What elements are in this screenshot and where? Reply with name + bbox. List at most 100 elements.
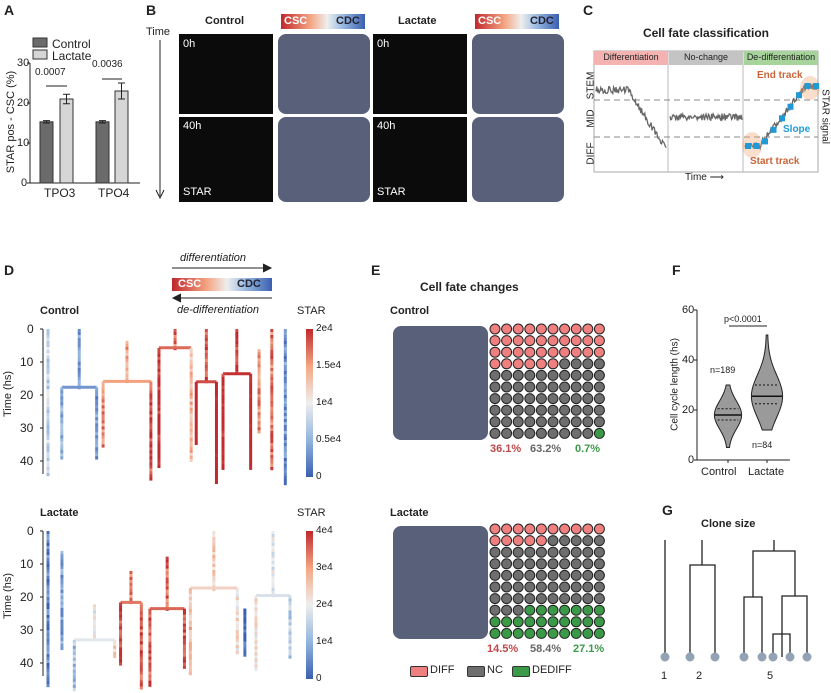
lineage-segment: [46, 362, 50, 366]
lineage-segment: [188, 672, 192, 676]
lineage-segment: [139, 623, 143, 627]
clone-cell-dot: [685, 652, 695, 662]
lineage-segment: [283, 344, 287, 348]
lineage-segment: [93, 607, 97, 611]
lineage-segment: [235, 639, 239, 643]
lineage-segment: [235, 645, 239, 649]
lineage-segment: [139, 632, 143, 636]
lineage-segment: [254, 619, 258, 623]
lineage-segment: [283, 365, 287, 369]
lineage-segment: [182, 623, 186, 627]
lineage-segment: [46, 380, 50, 384]
lineage-segment: [235, 356, 239, 360]
lineage-segment: [235, 627, 239, 631]
waffle-dot-nc: [593, 569, 605, 581]
lineage-segment: [139, 665, 143, 669]
lineage-segment: [119, 644, 123, 648]
lineage-segment: [149, 402, 153, 406]
lineage-segment: [125, 346, 129, 351]
lineage-segment: [270, 467, 274, 471]
lineage-segment: [257, 418, 261, 422]
lineage-segment: [95, 444, 99, 448]
lineage-segment: [60, 420, 64, 424]
lineage-segment: [257, 349, 261, 353]
lineage-segment: [243, 647, 247, 651]
lineage-segment: [254, 652, 258, 656]
lineage-segment: [283, 347, 287, 351]
lineage-segment: [157, 386, 161, 391]
lineage-segment: [212, 546, 216, 550]
lineage-segment: [249, 433, 253, 437]
waffle-dot-diff: [593, 335, 605, 347]
lineage-segment: [148, 632, 152, 636]
lineage-segment: [257, 400, 261, 404]
lineage-segment: [270, 425, 274, 429]
waffle-dot-diff: [524, 535, 536, 547]
lineage-segment: [243, 638, 247, 642]
lineage-segment: [95, 432, 99, 436]
lineage-segment: [46, 642, 50, 646]
lineage-segment: [188, 594, 192, 598]
lineage-segment: [60, 408, 64, 412]
lineage-segment: [235, 347, 239, 351]
lineage-segment: [188, 612, 192, 616]
f-n-lactate: n=84: [752, 440, 773, 450]
lineage-segment: [60, 574, 64, 579]
lineage-segment: [93, 619, 97, 623]
lineage-segment: [189, 380, 193, 385]
lineage-segment: [148, 614, 152, 618]
waffle-dot-nc: [593, 535, 605, 547]
lineage-segment: [243, 611, 247, 615]
lineage-segment: [157, 383, 161, 388]
lineage-segment: [254, 655, 258, 659]
lineage-segment: [125, 358, 129, 363]
waffle-dot-diff: [512, 346, 524, 358]
lineage-segment: [60, 559, 64, 564]
waffle-dot-nc: [524, 593, 536, 605]
lineage-segment: [148, 626, 152, 630]
d-ytick-label: 10: [20, 557, 34, 571]
lineage-segment: [139, 659, 143, 663]
waffle-dot-nc: [501, 593, 513, 605]
waffle-dot-dediff: [570, 627, 582, 639]
lineage-segment: [101, 429, 105, 433]
lineage-segment: [95, 426, 99, 430]
waffle-dot-diff: [570, 323, 582, 335]
lactate-0h-render: [472, 34, 564, 114]
lineage-segment: [204, 356, 208, 360]
lineage-segment: [254, 607, 258, 611]
lineage-segment: [249, 442, 253, 446]
lineage-segment: [119, 605, 123, 609]
lineage-segment: [46, 633, 50, 637]
lineage-segment: [46, 443, 50, 447]
star-signal-label: STAR signal: [819, 89, 831, 144]
lineage-segment: [288, 604, 292, 608]
lineage-segment: [72, 663, 76, 668]
lineage-segment: [95, 438, 99, 442]
lineage-segment: [139, 653, 143, 657]
lineage-segment: [243, 629, 247, 633]
lineage-segment: [119, 650, 123, 654]
lineage-segment: [46, 591, 50, 595]
lineage-segment: [249, 439, 253, 443]
lineage-segment: [212, 540, 216, 544]
lineage-segment: [139, 647, 143, 651]
lineage-segment: [60, 625, 64, 630]
lineage-segment: [283, 368, 287, 372]
waffle-dot-nc: [570, 593, 582, 605]
slope-marker: [787, 103, 794, 110]
waffle-dot-nc: [559, 369, 571, 381]
waffle-dot-nc: [489, 369, 501, 381]
lineage-segment: [270, 461, 274, 465]
lineage-segment: [214, 420, 218, 424]
lineage-segment: [283, 482, 287, 486]
lineage-segment: [148, 662, 152, 666]
lineage-segment: [249, 379, 253, 383]
waffle-dot-nc: [582, 535, 594, 547]
lineage-segment: [194, 432, 198, 436]
waffle-dot-diff: [489, 358, 501, 370]
lineage-segment: [165, 598, 169, 602]
lineage-segment: [60, 568, 64, 573]
lineage-segment: [46, 684, 50, 688]
waffle-dot-nc: [547, 558, 559, 570]
